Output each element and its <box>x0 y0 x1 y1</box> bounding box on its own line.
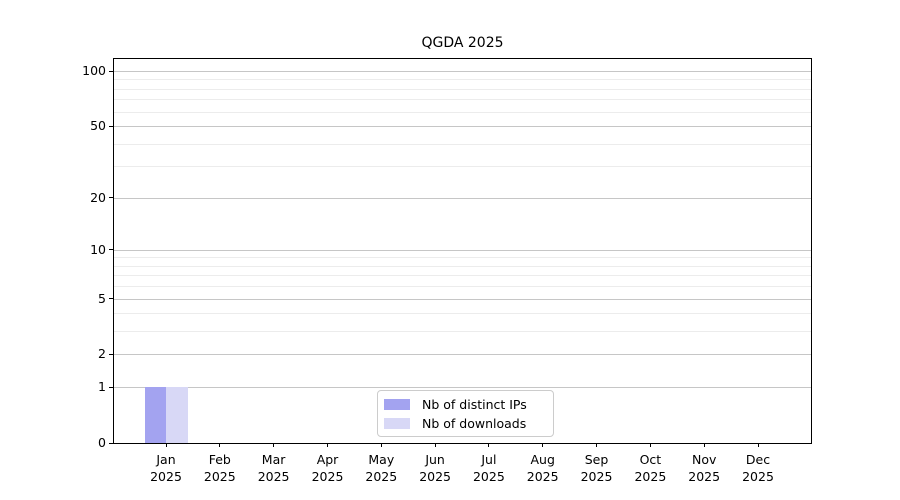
y-tick <box>109 70 113 72</box>
bar-distinct-ips <box>144 387 166 443</box>
y-tick-label: 10 <box>90 241 106 257</box>
x-tick-label: Apr 2025 <box>311 452 344 484</box>
x-tick-label: Feb 2025 <box>203 452 236 484</box>
x-tick <box>488 443 490 447</box>
legend-swatch-distinct-ips <box>384 398 410 410</box>
gridline-minor <box>114 257 811 259</box>
gridline-minor <box>114 286 811 288</box>
y-tick <box>109 125 113 127</box>
chart-title: QGDA 2025 <box>421 35 504 51</box>
x-tick-label: Jul 2025 <box>472 452 505 484</box>
gridline-major <box>114 197 811 199</box>
gridline-minor <box>114 275 811 277</box>
y-tick <box>109 197 113 199</box>
gridline-major <box>114 249 811 251</box>
y-tick <box>109 298 113 300</box>
plot-area <box>113 58 812 444</box>
x-tick-label: Aug 2025 <box>526 452 559 484</box>
x-tick <box>327 443 328 447</box>
x-tick-label: Jun 2025 <box>419 452 451 484</box>
x-tick <box>649 443 651 447</box>
x-tick-label: Mar 2025 <box>257 452 290 484</box>
gridline-major <box>114 126 811 128</box>
gridline-minor <box>114 99 811 101</box>
x-tick <box>703 443 705 447</box>
y-tick-label: 1 <box>98 379 106 395</box>
y-tick <box>109 386 113 388</box>
y-tick <box>109 353 113 355</box>
bar-downloads <box>166 387 188 443</box>
y-tick <box>109 442 113 444</box>
gridline-minor <box>114 331 811 333</box>
x-tick <box>542 443 544 447</box>
x-tick <box>165 443 167 447</box>
y-tick-label: 0 <box>98 435 106 450</box>
y-tick-label: 20 <box>90 189 106 205</box>
x-tick-label: Sep 2025 <box>580 452 613 484</box>
x-tick <box>273 443 275 447</box>
y-tick-label: 50 <box>90 118 106 134</box>
gridline-major <box>114 354 811 356</box>
x-tick-label: Nov 2025 <box>688 452 721 484</box>
gridline-major <box>114 387 811 389</box>
legend-label-downloads: Nb of downloads <box>422 415 527 431</box>
x-tick-label: May 2025 <box>365 452 398 484</box>
y-tick-label: 100 <box>82 63 106 78</box>
y-tick-label: 5 <box>98 290 106 306</box>
x-tick <box>380 443 382 447</box>
gridline-minor <box>114 111 811 113</box>
x-tick <box>219 443 221 447</box>
gridline-minor <box>114 143 811 145</box>
legend-label-distinct-ips: Nb of distinct IPs <box>422 396 527 412</box>
legend-swatch-downloads <box>384 417 410 429</box>
x-tick <box>434 443 436 447</box>
gridline-minor <box>114 88 811 90</box>
x-tick-label: Oct 2025 <box>634 452 667 484</box>
gridline-minor <box>114 313 811 315</box>
x-tick-label: Jan 2025 <box>150 452 182 484</box>
gridline-minor <box>114 265 811 267</box>
legend: Nb of distinct IPs Nb of downloads <box>377 390 554 437</box>
x-tick-label: Dec 2025 <box>742 452 774 484</box>
legend-item-distinct-ips: Nb of distinct IPs <box>384 395 545 414</box>
gridline-major <box>114 298 811 300</box>
x-tick <box>596 443 597 447</box>
gridline-minor <box>114 166 811 168</box>
y-tick-label: 2 <box>98 346 106 362</box>
x-tick <box>757 443 759 447</box>
y-tick <box>109 249 113 251</box>
gridline-minor <box>114 79 811 81</box>
legend-item-downloads: Nb of downloads <box>384 414 545 433</box>
gridline-major <box>114 71 811 72</box>
